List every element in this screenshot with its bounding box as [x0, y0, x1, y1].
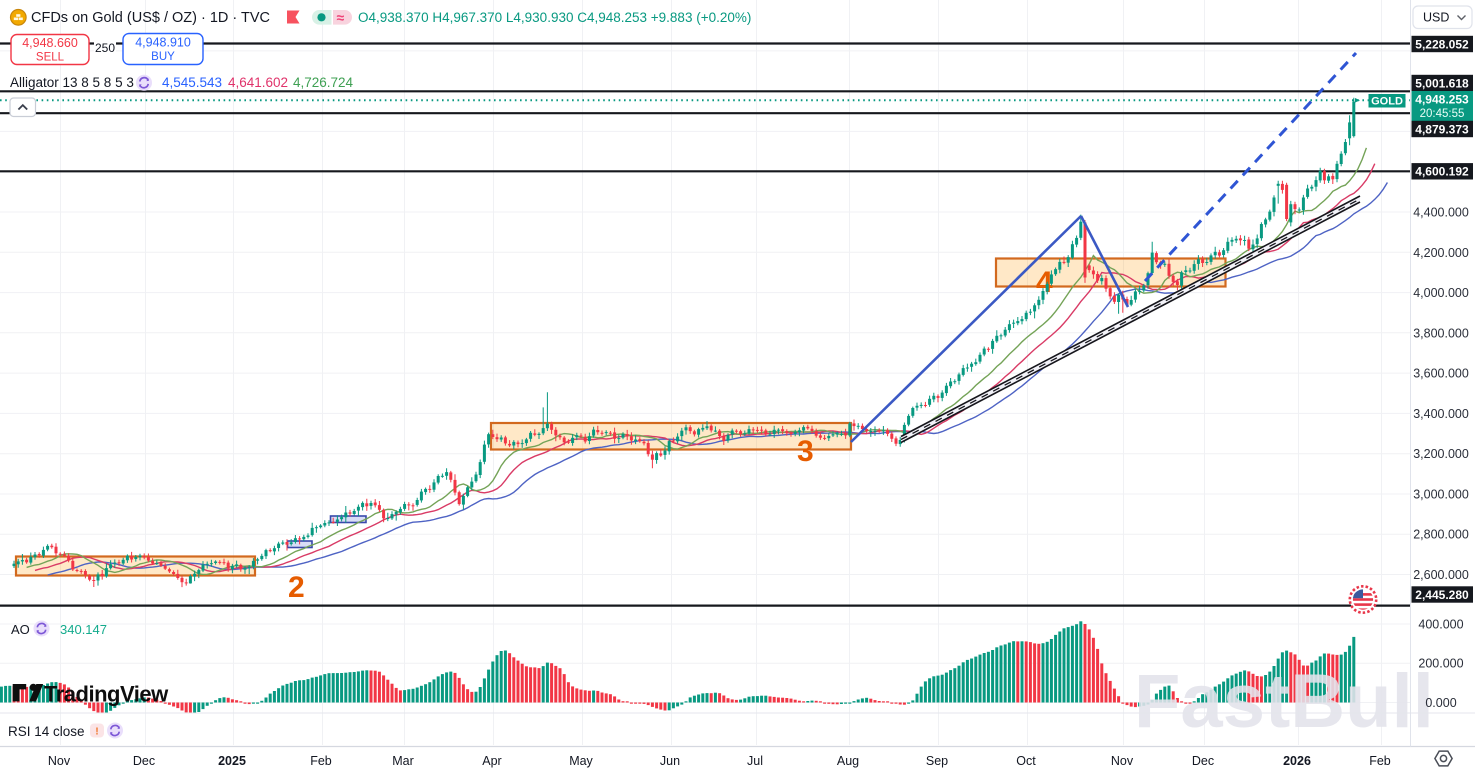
svg-text:Oct: Oct [1016, 754, 1036, 768]
svg-text:4,948.910: 4,948.910 [135, 36, 191, 50]
svg-text:O4,938.370 H4,967.370 L4,930.9: O4,938.370 H4,967.370 L4,930.930 C4,948.… [358, 10, 751, 25]
svg-text:2,600.000: 2,600.000 [1413, 568, 1469, 582]
svg-text:AO: AO [11, 622, 30, 637]
svg-text:250: 250 [95, 41, 115, 55]
svg-text:5,228.052: 5,228.052 [1415, 37, 1469, 51]
svg-text:Mar: Mar [392, 754, 414, 768]
svg-text:4,948.660: 4,948.660 [22, 36, 78, 50]
svg-text:Jul: Jul [747, 754, 763, 768]
svg-text:FastBull: FastBull [1134, 659, 1434, 744]
svg-text:4,545.543: 4,545.543 [162, 75, 222, 90]
svg-text:4,200.000: 4,200.000 [1413, 246, 1469, 260]
svg-text:Dec: Dec [133, 754, 155, 768]
svg-text:3,200.000: 3,200.000 [1413, 447, 1469, 461]
svg-text:Nov: Nov [48, 754, 71, 768]
svg-text:Feb: Feb [310, 754, 332, 768]
svg-text:400.000: 400.000 [1418, 618, 1463, 632]
svg-text:3,000.000: 3,000.000 [1413, 488, 1469, 502]
svg-text:340.147: 340.147 [60, 622, 107, 637]
svg-text:BUY: BUY [151, 51, 175, 63]
svg-text:4,641.602: 4,641.602 [228, 75, 288, 90]
svg-text:Jun: Jun [660, 754, 680, 768]
svg-text:Feb: Feb [1369, 754, 1391, 768]
svg-text:4,000.000: 4,000.000 [1413, 286, 1469, 300]
svg-text:May: May [569, 754, 593, 768]
svg-text:≈: ≈ [337, 10, 345, 26]
svg-text:Apr: Apr [482, 754, 501, 768]
svg-text:Alligator 13 8 5 8 5 3: Alligator 13 8 5 8 5 3 [10, 75, 134, 90]
svg-text:CFDs on Gold (US$ / OZ) · 1D ·: CFDs on Gold (US$ / OZ) · 1D · TVC [31, 10, 270, 26]
svg-text:4,726.724: 4,726.724 [293, 75, 354, 90]
svg-text:5,001.618: 5,001.618 [1415, 76, 1469, 90]
svg-text:2: 2 [288, 571, 305, 604]
svg-text:3,600.000: 3,600.000 [1413, 367, 1469, 381]
svg-text:4,600.192: 4,600.192 [1415, 165, 1469, 179]
svg-text:3,400.000: 3,400.000 [1413, 407, 1469, 421]
svg-text:2025: 2025 [218, 754, 246, 768]
svg-text:SELL: SELL [36, 52, 65, 64]
svg-text:Nov: Nov [1111, 754, 1134, 768]
svg-text:0.000: 0.000 [1425, 696, 1456, 710]
svg-text:Aug: Aug [837, 754, 859, 768]
svg-text:4,948.253: 4,948.253 [1415, 93, 1469, 107]
svg-text:2026: 2026 [1283, 754, 1311, 768]
svg-text:2,800.000: 2,800.000 [1413, 528, 1469, 542]
svg-text:!: ! [95, 726, 99, 738]
svg-text:RSI 14 close: RSI 14 close [8, 724, 85, 739]
svg-text:4: 4 [1036, 266, 1053, 299]
svg-text:4,400.000: 4,400.000 [1413, 206, 1469, 220]
svg-text:4,879.373: 4,879.373 [1415, 122, 1469, 136]
svg-text:USD: USD [1423, 11, 1449, 25]
svg-text:3,800.000: 3,800.000 [1413, 326, 1469, 340]
svg-text:Dec: Dec [1192, 754, 1214, 768]
svg-text:2,445.280: 2,445.280 [1415, 588, 1469, 602]
svg-text:TradingView: TradingView [44, 682, 169, 707]
svg-text:Sep: Sep [926, 754, 948, 768]
svg-text:200.000: 200.000 [1418, 657, 1463, 671]
svg-text:3: 3 [797, 435, 814, 468]
svg-text:20:45:55: 20:45:55 [1420, 108, 1465, 120]
svg-text:GOLD: GOLD [1371, 96, 1403, 108]
